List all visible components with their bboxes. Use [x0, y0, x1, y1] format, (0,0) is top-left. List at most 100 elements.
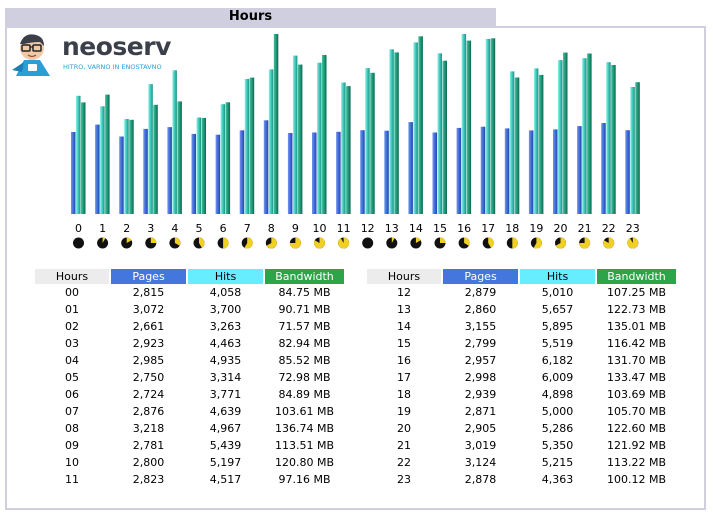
hours-chart: 0 1 2 3 4 5 6 7 8 9 10 11 12 13 14 15 16 17 18 19 20 21 22 23	[71, 34, 640, 249]
cell-hour: 21	[397, 439, 411, 452]
bar-pages	[432, 132, 437, 214]
clock-icon	[338, 237, 350, 249]
clock-icon	[73, 237, 84, 249]
cell-bandwidth: 121.92 MB	[606, 439, 667, 452]
cell-pages: 2,860	[464, 303, 497, 316]
table-header-row: Hours Pages Hits Bandwidth	[35, 269, 344, 284]
cell-bandwidth: 133.47 MB	[606, 371, 667, 384]
table-row: 09 2,781 5,439 113.51 MB	[35, 437, 344, 454]
cell-hits: 4,898	[541, 388, 574, 401]
bar-bandwidth	[129, 119, 134, 214]
bar-bandwidth	[153, 104, 158, 214]
neoserv-logo: neoserv HITRO, VARNO IN ENOSTAVNO	[10, 30, 180, 80]
bar-pages	[191, 133, 196, 214]
table-row: 04 2,985 4,935 85.52 MB	[35, 352, 344, 369]
cell-bandwidth: 103.61 MB	[274, 405, 335, 418]
bar-hits	[292, 55, 298, 214]
table-row: 10 2,800 5,197 120.80 MB	[35, 454, 344, 471]
table-row: 07 2,876 4,639 103.61 MB	[35, 403, 344, 420]
bar-hits	[220, 104, 226, 214]
bar-bandwidth	[81, 102, 86, 214]
cell-hits: 5,215	[541, 456, 574, 469]
bar-pages	[239, 130, 245, 214]
cell-hour: 15	[397, 337, 411, 350]
bar-pages	[287, 133, 293, 214]
cell-pages: 2,800	[132, 456, 165, 469]
logo-tagline: HITRO, VARNO IN ENOSTAVNO	[63, 63, 162, 71]
bar-hits	[533, 68, 539, 215]
cell-bandwidth: 105.70 MB	[606, 405, 667, 418]
table-row: 22 3,124 5,215 113.22 MB	[367, 454, 676, 471]
bar-pages	[143, 128, 148, 214]
table-row: 11 2,823 4,517 97.16 MB	[35, 471, 344, 488]
cell-hits: 6,009	[541, 371, 574, 384]
clock-icon	[627, 237, 639, 249]
clock-icon	[506, 237, 518, 249]
col-hours-header: Hours	[35, 269, 109, 284]
clock-icon	[603, 237, 615, 249]
bar-hits	[196, 117, 201, 214]
section-title: Hours	[5, 8, 496, 26]
hours-table-right: Hours Pages Hits Bandwidth 12 2,879 5,010 1…	[365, 269, 678, 488]
bar-hits	[485, 39, 491, 214]
clock-icon	[241, 237, 253, 249]
cell-hour: 11	[65, 473, 79, 486]
cell-hits: 5,000	[541, 405, 574, 418]
cell-hour: 13	[397, 303, 411, 316]
cell-hits: 4,935	[209, 354, 242, 367]
clock-icon	[193, 237, 205, 249]
bars-group	[71, 34, 640, 215]
clock-icon	[289, 237, 301, 249]
clock-icon	[362, 237, 374, 249]
bar-bandwidth	[346, 86, 351, 214]
x-tick-label: 10	[313, 222, 327, 235]
bar-bandwidth	[249, 77, 255, 214]
cell-hits: 5,439	[209, 439, 242, 452]
bar-pages	[312, 132, 317, 214]
mascot-icon	[12, 34, 50, 76]
cell-hour: 17	[397, 371, 411, 384]
table-header-row: Hours Pages Hits Bandwidth	[367, 269, 676, 284]
cell-hour: 18	[397, 388, 411, 401]
cell-hour: 05	[65, 371, 79, 384]
table-row: 13 2,860 5,657 122.73 MB	[367, 301, 676, 318]
cell-hits: 5,895	[541, 320, 574, 333]
bar-pages	[336, 131, 341, 214]
x-tick-label: 7	[244, 222, 251, 235]
x-tick-label: 13	[385, 222, 399, 235]
col-pages-header: Pages	[443, 269, 518, 284]
cell-hour: 16	[397, 354, 411, 367]
x-tick-label: 19	[529, 222, 543, 235]
cell-hits: 5,350	[541, 439, 574, 452]
table-row: 03 2,923 4,463 82.94 MB	[35, 335, 344, 352]
x-tick-label: 12	[361, 222, 375, 235]
cell-bandwidth: 97.16 MB	[278, 473, 331, 486]
bar-bandwidth	[635, 82, 640, 214]
cell-pages: 2,957	[464, 354, 497, 367]
bar-hits	[437, 53, 442, 214]
bar-hits	[341, 82, 346, 214]
cell-bandwidth: 107.25 MB	[606, 286, 667, 299]
cell-pages: 2,724	[132, 388, 165, 401]
clock-icon	[145, 237, 157, 249]
bar-bandwidth	[490, 38, 496, 214]
cell-hits: 5,286	[541, 422, 574, 435]
bar-hits	[630, 87, 635, 214]
table-row: 21 3,019 5,350 121.92 MB	[367, 437, 676, 454]
table-row: 18 2,939 4,898 103.69 MB	[367, 386, 676, 403]
x-tick-label: 18	[505, 222, 519, 235]
bar-pages	[408, 122, 413, 214]
cell-bandwidth: 100.12 MB	[606, 473, 667, 486]
cell-pages: 2,823	[132, 473, 165, 486]
cell-bandwidth: 84.75 MB	[278, 286, 331, 299]
bar-bandwidth	[201, 117, 206, 214]
clock-icon	[434, 237, 446, 249]
bar-pages	[384, 130, 389, 214]
cell-bandwidth: 71.57 MB	[278, 320, 331, 333]
bar-pages	[577, 126, 582, 214]
table-row: 01 3,072 3,700 90.71 MB	[35, 301, 344, 318]
table-row: 02 2,661 3,263 71.57 MB	[35, 318, 344, 335]
clock-icon	[579, 237, 591, 249]
bar-hits	[148, 84, 153, 214]
bar-hits	[582, 58, 587, 215]
